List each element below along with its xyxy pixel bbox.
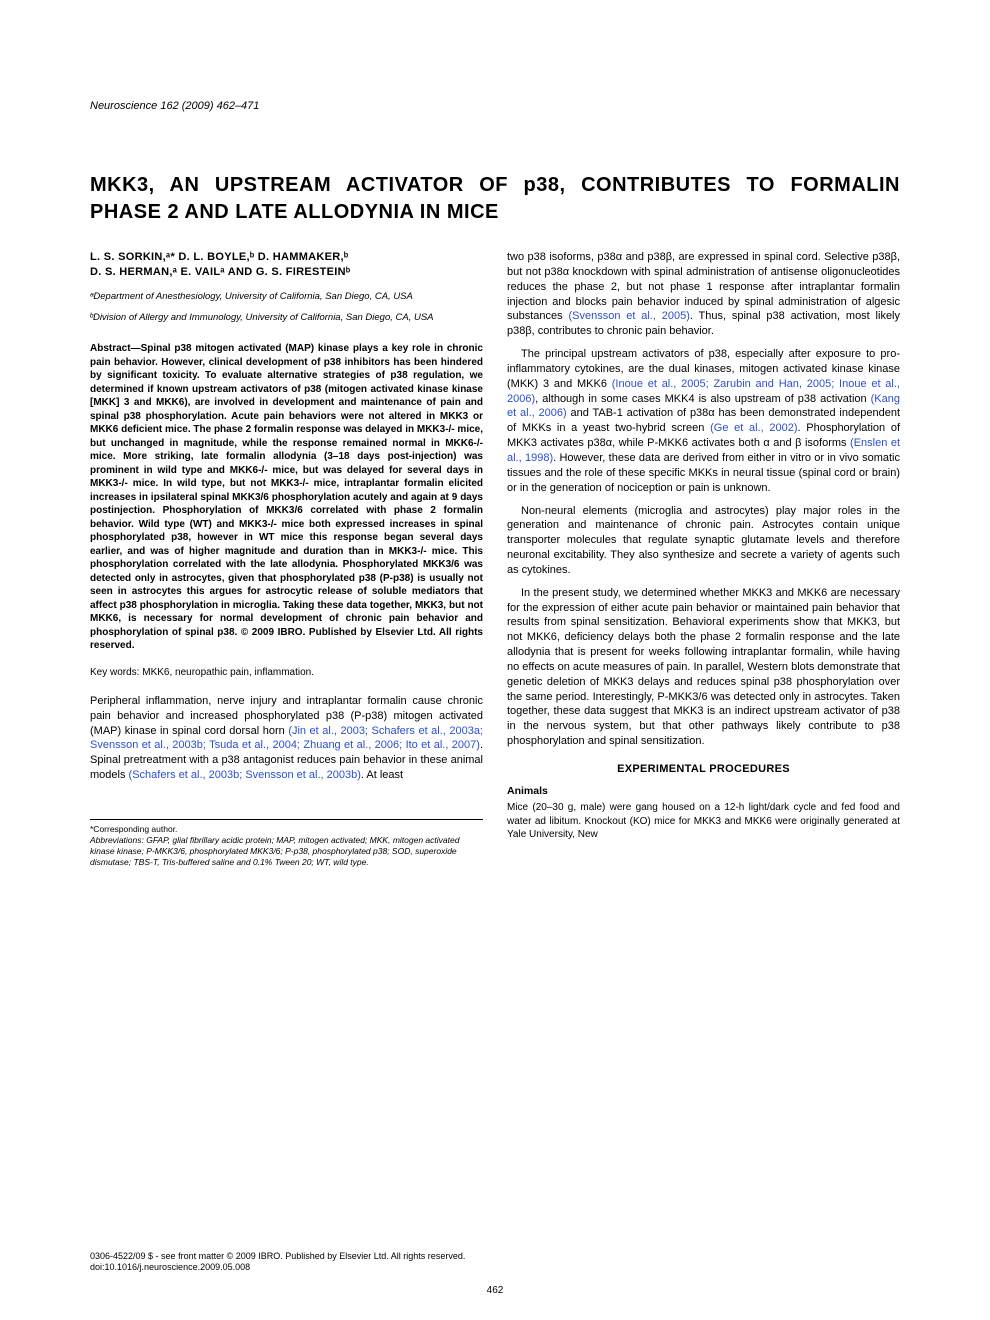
article-title: MKK3, AN UPSTREAM ACTIVATOR OF p38, CONT… [90,172,900,226]
affiliation-a: ᵃDepartment of Anesthesiology, Universit… [90,291,483,304]
intro-paragraph-1: Peripheral inflammation, nerve injury an… [90,694,483,783]
animals-paragraph: Mice (20–30 g, male) were gang housed on… [507,801,900,842]
affiliation-b: ᵇDivision of Allergy and Immunology, Uni… [90,312,483,325]
copyright-block: 0306-4522/09 $ - see front matter © 2009… [90,1251,465,1274]
page-number: 462 [0,1285,990,1296]
col2-paragraph-2: The principal upstream activators of p38… [507,347,900,495]
journal-citation: Neuroscience 162 (2009) 462–471 [90,100,900,112]
p-text: . However, these data are derived from e… [507,452,900,494]
citation-link[interactable]: (Svensson et al., 2005) [568,310,689,322]
authors: L. S. SORKIN,ᵃ* D. L. BOYLE,ᵇ D. HAMMAKE… [90,250,483,281]
col2-paragraph-1: two p38 isoforms, p38α and p38β, are exp… [507,250,900,339]
journal-cite: 162 (2009) 462–471 [160,100,259,112]
p-text: , although in some cases MKK4 is also up… [535,393,871,405]
two-column-content: L. S. SORKIN,ᵃ* D. L. BOYLE,ᵇ D. HAMMAKE… [90,250,900,868]
footnotes: *Corresponding author. Abbreviations: GF… [90,819,483,868]
col2-paragraph-4: In the present study, we determined whet… [507,586,900,749]
authors-line-2: D. S. HERMAN,ᵃ E. VAILᵃ AND G. S. FIREST… [90,265,483,280]
col2-paragraph-3: Non-neural elements (microglia and astro… [507,504,900,578]
corresponding-author: *Corresponding author. [90,824,483,835]
abbreviations: Abbreviations: GFAP, glial fibrillary ac… [90,835,483,868]
doi-line: doi:10.1016/j.neuroscience.2009.05.008 [90,1262,465,1274]
intro-text-c: . At least [361,769,403,781]
citation-link[interactable]: (Schafers et al., 2003b; Svensson et al.… [129,769,361,781]
abbreviations-text: Abbreviations: GFAP, glial fibrillary ac… [90,835,459,867]
subsection-animals: Animals [507,785,900,797]
section-heading-experimental: EXPERIMENTAL PROCEDURES [507,763,900,775]
copyright-line-1: 0306-4522/09 $ - see front matter © 2009… [90,1251,465,1263]
citation-link[interactable]: (Ge et al., 2002) [710,422,797,434]
authors-line-1: L. S. SORKIN,ᵃ* D. L. BOYLE,ᵇ D. HAMMAKE… [90,250,483,265]
abstract: Abstract—Spinal p38 mitogen activated (M… [90,342,483,653]
keywords: Key words: MKK6, neuropathic pain, infla… [90,667,483,678]
journal-name: Neuroscience [90,100,157,112]
